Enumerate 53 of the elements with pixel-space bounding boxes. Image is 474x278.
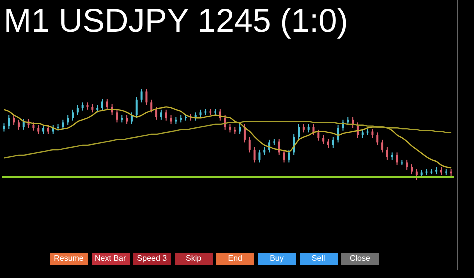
candlestick: [8, 114, 10, 130]
candlestick: [140, 89, 143, 104]
candlestick: [62, 119, 64, 130]
candlestick: [283, 149, 286, 164]
candlestick: [239, 124, 242, 135]
candlestick: [298, 124, 300, 140]
candlestick: [18, 119, 20, 130]
candlestick: [76, 104, 79, 116]
button: Skip: [174, 253, 213, 265]
button: Next Bar: [92, 253, 130, 265]
button: Speed 3: [133, 253, 172, 265]
candlestick: [416, 168, 418, 180]
candlestick: [156, 106, 158, 120]
candlestick: [160, 109, 162, 120]
candlestick: [288, 149, 290, 164]
candlestick: [126, 114, 128, 125]
candlestick: [116, 109, 118, 124]
candlestick: [318, 129, 320, 142]
button: Sell: [300, 253, 338, 265]
candlestick: [52, 124, 54, 135]
candlestick: [136, 96, 138, 119]
candlestick: [332, 136, 334, 149]
candlestick: [170, 114, 172, 125]
chart-title: M1 USDJPY 1245 (1:0): [4, 2, 348, 40]
candlestick: [67, 114, 70, 126]
candlestick: [244, 124, 246, 144]
candlestick: [72, 109, 74, 122]
candlestick: [146, 89, 148, 106]
candlestick: [382, 139, 384, 154]
candlestick: [254, 146, 256, 164]
candlestick: [386, 146, 388, 160]
candlestick: [396, 152, 398, 166]
candlestick: [106, 98, 108, 110]
candlestick: [101, 98, 104, 112]
button: Resume: [50, 253, 88, 265]
candlestick: [130, 112, 133, 125]
button: Buy: [258, 253, 296, 265]
candlestick: [258, 149, 261, 164]
candlestick: [165, 109, 168, 122]
candlestick: [376, 132, 379, 146]
candlestick: [13, 114, 16, 126]
candlestick: [411, 164, 414, 176]
candlestick: [372, 128, 374, 139]
candlestick: [150, 99, 153, 114]
button: End: [216, 253, 254, 265]
candlestick: [248, 136, 251, 154]
button: Close: [341, 253, 380, 265]
candlestick: [312, 124, 315, 136]
candlestick: [42, 124, 45, 135]
candlestick: [406, 159, 408, 170]
candlestick: [38, 124, 40, 135]
candlestick: [322, 134, 325, 146]
candlestick: [327, 138, 330, 149]
